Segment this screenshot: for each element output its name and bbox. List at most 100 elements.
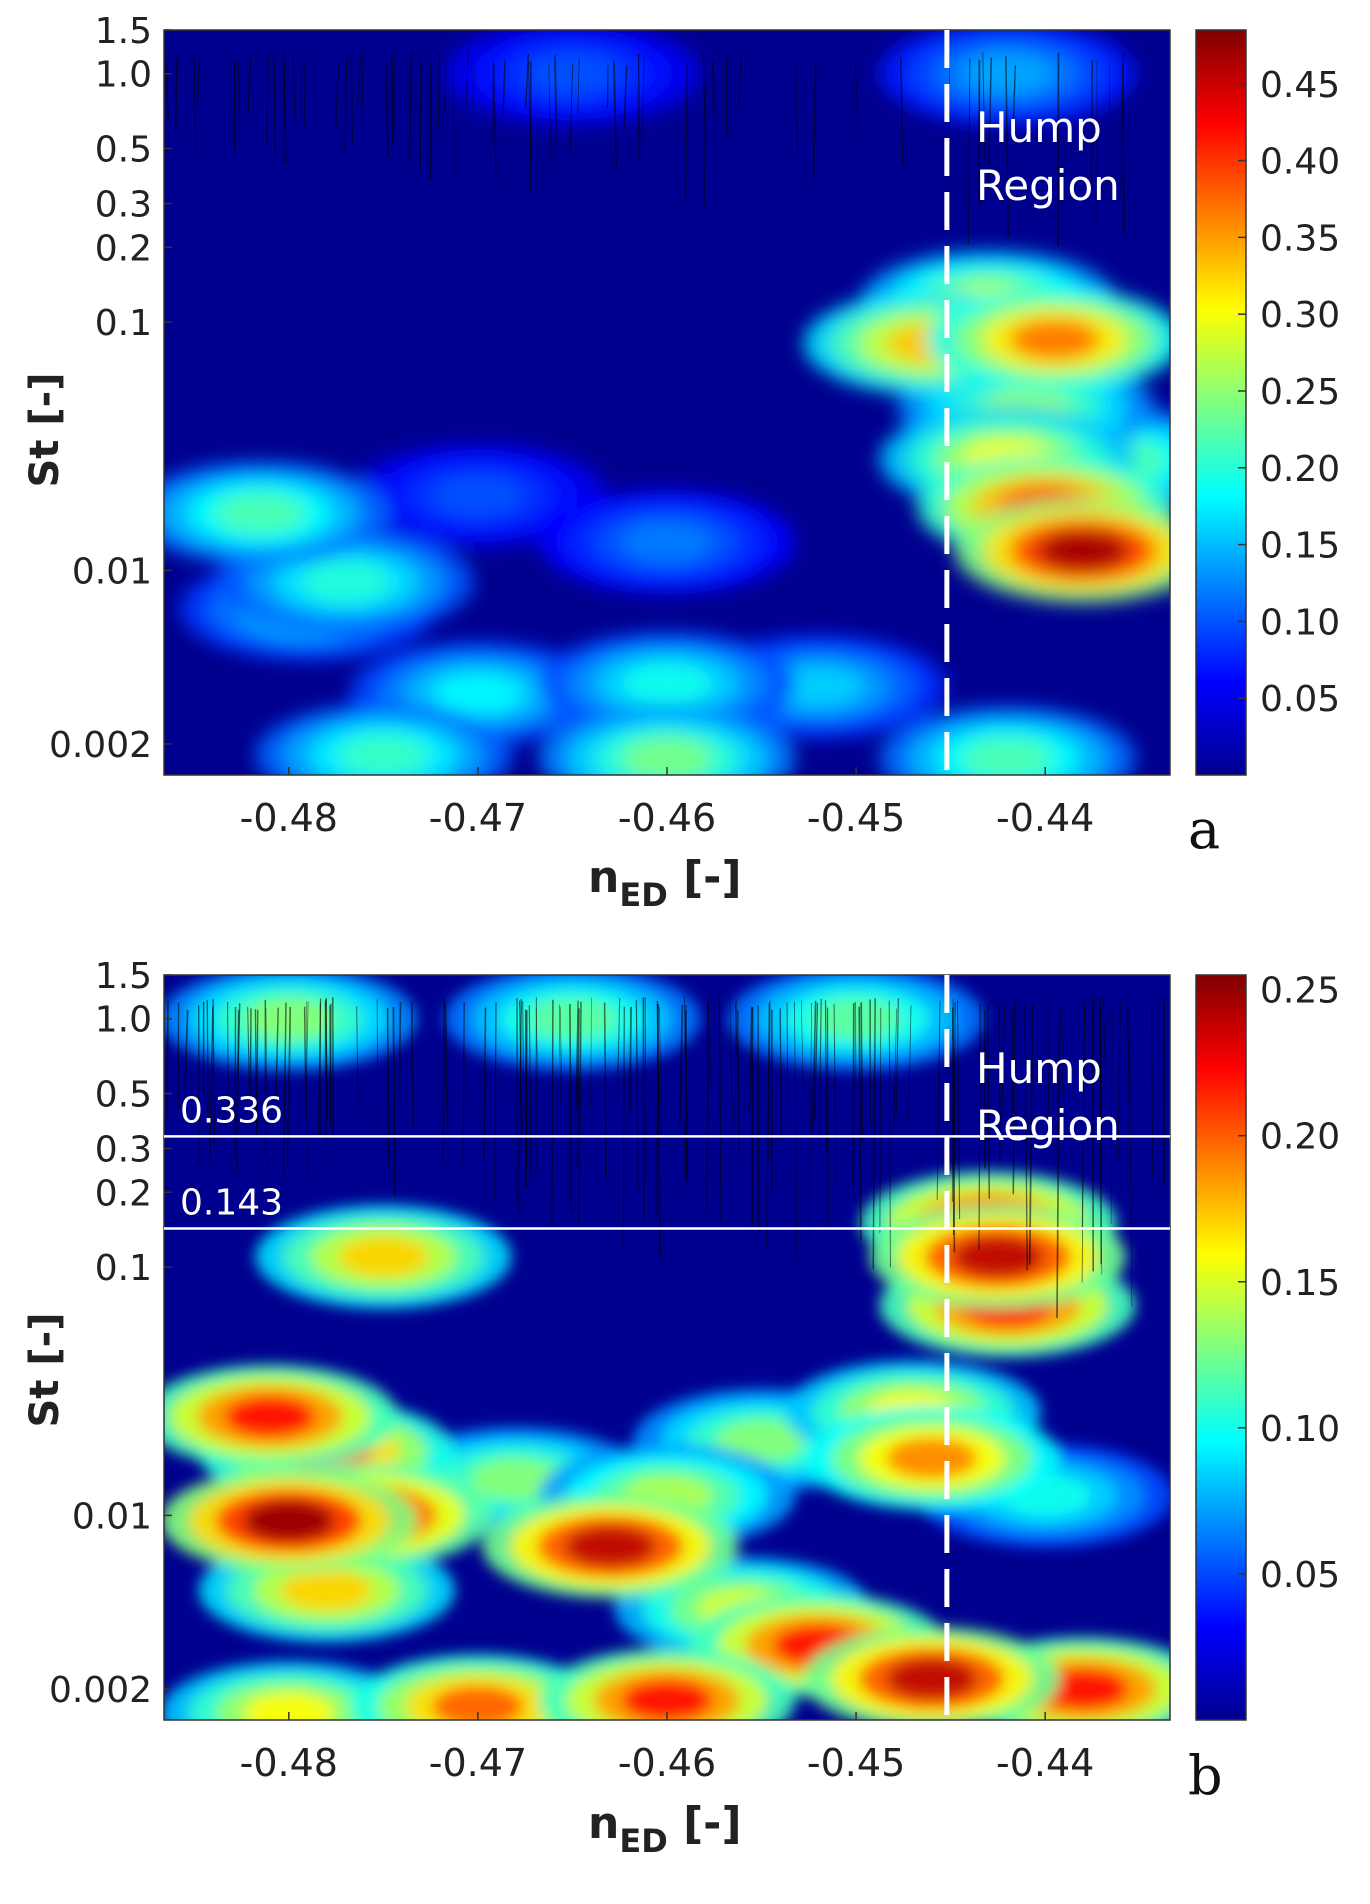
noise-streak: [1028, 1002, 1034, 1265]
heat-blob: [621, 521, 713, 563]
heat-blob: [214, 492, 306, 534]
heat-blob: [527, 998, 618, 1040]
noise-streak: [967, 58, 971, 245]
heat-blob: [952, 1236, 1044, 1278]
y-tick-label: 1.0: [95, 55, 152, 96]
heat-blob: [337, 1236, 429, 1278]
noise-streak: [212, 999, 215, 1146]
noise-streak: [483, 1007, 487, 1160]
noise-streak: [900, 57, 904, 166]
colorbar-tick-label: 0.45: [1260, 65, 1340, 106]
noise-streak: [893, 1008, 897, 1129]
noise-streak: [265, 1007, 269, 1175]
noise-streak: [525, 53, 530, 108]
fine-streaks-b: [166, 996, 1166, 1319]
noise-streak: [236, 1009, 240, 1171]
noise-streak: [824, 1000, 828, 1154]
y-axis-label-a: St [-]: [22, 372, 68, 487]
noise-streak: [535, 997, 537, 1176]
noise-streak: [237, 62, 241, 124]
noise-streak: [813, 1003, 819, 1120]
noise-streak: [629, 1006, 632, 1112]
noise-streak: [174, 56, 178, 133]
noise-streak: [808, 1002, 812, 1240]
noise-streak: [419, 59, 422, 172]
x-tick-label: -0.47: [429, 1741, 527, 1785]
y-tick-label: 0.01: [72, 1496, 152, 1537]
noise-streak: [1056, 1009, 1061, 1319]
panel-a: Hump Region 1.51.00.50.30.20.10.010.002 …: [22, 11, 1340, 914]
noise-streak: [493, 61, 497, 180]
heatmap-b: [164, 975, 1170, 1720]
colorbar-tick-label: 0.05: [1260, 679, 1340, 720]
heat-blob: [564, 1525, 656, 1567]
noise-streak: [729, 997, 733, 1123]
noise-streak: [198, 1005, 200, 1164]
noise-streak: [908, 1005, 912, 1122]
noise-streak: [329, 1003, 332, 1124]
heat-blob: [716, 1420, 807, 1462]
noise-streak: [1121, 64, 1126, 233]
noise-streak: [317, 998, 322, 1136]
noise-streak: [833, 1004, 837, 1185]
region-label-b: Region: [976, 1101, 1120, 1150]
noise-streak: [737, 1009, 740, 1155]
noise-streak: [357, 55, 361, 109]
heat-blob: [432, 672, 524, 714]
region-label-a: Region: [976, 161, 1120, 210]
noise-streak: [603, 1002, 607, 1177]
noise-streak: [879, 1007, 882, 1233]
heat-blob: [810, 998, 902, 1040]
y-tick-label: 1.5: [95, 956, 152, 997]
colorbar-ticks-a: 0.05 0.10 0.15 0.20 0.25 0.30 0.35 0.40 0.45: [1238, 65, 1340, 720]
noise-streak: [522, 1001, 525, 1116]
noise-streak: [678, 1004, 684, 1125]
noise-streak: [437, 53, 440, 129]
noise-streak: [1126, 1008, 1131, 1105]
noise-streak: [558, 1004, 561, 1102]
x-axis-label-b: nED [-]: [588, 1798, 742, 1860]
noise-streak: [640, 56, 645, 163]
heatmap-a: [164, 30, 1170, 775]
heat-blob: [886, 1437, 978, 1479]
noise-streak: [718, 998, 722, 1220]
noise-streak: [1081, 1003, 1086, 1231]
noise-streak: [529, 61, 532, 192]
noise-streak: [275, 1007, 279, 1098]
colorbar-tick-label: 0.40: [1260, 142, 1340, 183]
y-tick-label: 1.0: [95, 1000, 152, 1041]
noise-streak: [616, 998, 621, 1102]
noise-streak: [569, 1004, 573, 1212]
noise-streak: [334, 65, 340, 128]
noise-streak: [528, 1005, 532, 1178]
noise-streak: [166, 1000, 169, 1119]
noise-streak: [227, 1001, 229, 1107]
reference-line-label: 0.336: [180, 1090, 283, 1131]
x-ticks-b: -0.48 -0.47 -0.46 -0.45 -0.44: [240, 1712, 1094, 1785]
y-tick-label: 0.1: [95, 303, 152, 344]
noise-streak: [246, 57, 252, 114]
noise-streak: [559, 1006, 563, 1098]
heat-blob: [281, 1569, 373, 1611]
y-tick-label: 0.01: [72, 551, 152, 592]
reference-lines-b: 0.336 0.143: [164, 1090, 1170, 1230]
hump-label-a: Hump: [976, 103, 1102, 152]
noise-streak: [642, 997, 645, 1223]
noise-streak: [978, 1003, 981, 1251]
noise-streak: [282, 57, 286, 163]
noise-streak: [888, 1000, 891, 1268]
noise-streak: [706, 1001, 709, 1206]
noise-streak: [453, 61, 455, 177]
noise-streak: [852, 1003, 855, 1189]
heat-blob: [1009, 319, 1101, 361]
noise-streak: [786, 1002, 789, 1102]
noise-streak: [578, 1001, 582, 1225]
heat-blob: [470, 1458, 562, 1500]
noise-streak: [1047, 999, 1051, 1136]
noise-streak: [612, 58, 617, 153]
heat-blob: [1037, 1668, 1129, 1710]
noise-streak: [623, 65, 628, 133]
noise-streak: [292, 56, 296, 123]
heat-blob: [337, 734, 429, 775]
noise-streak: [1061, 1008, 1063, 1094]
